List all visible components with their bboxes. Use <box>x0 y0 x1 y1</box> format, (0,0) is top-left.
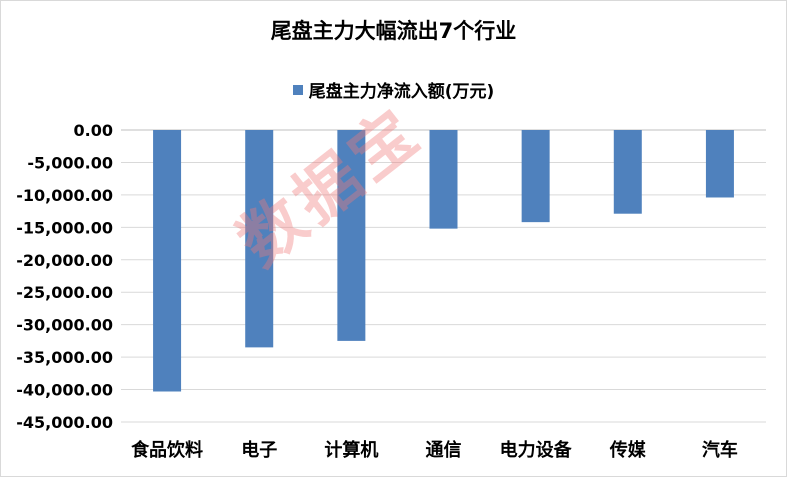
y-tick-label: -20,000.00 <box>16 251 113 270</box>
x-tick-label: 汽车 <box>702 439 738 461</box>
x-tick-label: 通信 <box>426 439 462 461</box>
y-tick-label: -15,000.00 <box>16 218 113 237</box>
legend-swatch <box>292 84 303 95</box>
y-tick-label: -35,000.00 <box>16 348 113 367</box>
y-tick-label: 0.00 <box>74 121 113 140</box>
x-tick-label: 计算机 <box>324 439 378 461</box>
bar <box>429 130 458 229</box>
chart-title: 尾盘主力大幅流出7个行业 <box>270 19 517 43</box>
legend-label: 尾盘主力净流入额(万元) <box>308 82 495 102</box>
bar <box>705 130 734 198</box>
bar <box>613 130 642 214</box>
y-tick-label: -25,000.00 <box>16 283 113 302</box>
bar <box>337 130 366 341</box>
bar <box>153 130 182 392</box>
legend: 尾盘主力净流入额(万元) <box>1 77 786 102</box>
y-tick-label: -5,000.00 <box>27 153 113 172</box>
y-tick-label: -40,000.00 <box>16 381 113 400</box>
x-tick-label: 电子 <box>241 439 277 461</box>
bar <box>245 130 274 348</box>
y-tick-label: -10,000.00 <box>16 186 113 205</box>
x-tick-label: 食品饮料 <box>130 439 203 461</box>
x-tick-label: 传媒 <box>609 439 647 461</box>
x-tick-label: 电力设备 <box>500 439 573 461</box>
y-tick-label: -30,000.00 <box>16 316 113 335</box>
bar <box>521 130 550 223</box>
y-tick-label: -45,000.00 <box>16 413 113 432</box>
